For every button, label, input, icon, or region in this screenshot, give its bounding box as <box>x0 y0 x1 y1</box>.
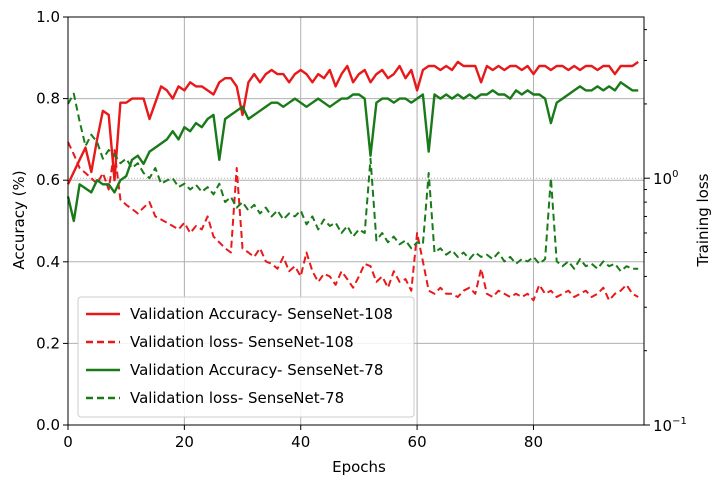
series-line-4 <box>67 92 639 273</box>
y2-tick-label: 100 <box>653 169 678 188</box>
y-tick-label: 0.6 <box>36 171 60 189</box>
x-axis-ticks: 0 20 40 60 80 <box>63 425 543 451</box>
legend-label-2: Validation loss- SenseNet-108 <box>130 333 354 351</box>
plot-frame <box>67 16 645 426</box>
y2-axis-title: Training loss <box>694 173 712 267</box>
y-axis-ticks: 0.0 0.2 0.4 0.6 0.8 1.0 <box>36 8 68 434</box>
legend-box <box>77 296 415 418</box>
y-tick-label: 0.8 <box>36 90 60 108</box>
legend-label-3: Validation Accuracy- SenseNet-78 <box>130 361 383 379</box>
y-tick-label: 0.2 <box>36 334 60 352</box>
series-line-2 <box>67 141 639 302</box>
series-line-1 <box>66 60 639 185</box>
x-tick-label: 40 <box>291 433 310 451</box>
series-line-3 <box>66 81 639 223</box>
x-tick-label: 60 <box>408 433 427 451</box>
y-axis-title: Accuracy (%) <box>10 170 28 269</box>
x-tick-label: 0 <box>63 433 73 451</box>
legend: Validation Accuracy- SenseNet-108 Validat… <box>77 296 415 418</box>
x-tick-label: 80 <box>524 433 543 451</box>
legend-label-4: Validation loss- SenseNet-78 <box>130 389 344 407</box>
y2-axis-ticks: 10−1 100 <box>644 169 687 435</box>
y-tick-label: 0.0 <box>36 416 60 434</box>
x-tick-label: 20 <box>175 433 194 451</box>
series-layer <box>66 60 639 302</box>
legend-label-1: Validation Accuracy- SenseNet-108 <box>130 305 393 323</box>
y-tick-label: 0.4 <box>36 253 60 271</box>
y2-tick-label: 10−1 <box>653 416 687 435</box>
y-tick-label: 1.0 <box>36 8 60 26</box>
x-axis-title: Epochs <box>332 458 386 476</box>
